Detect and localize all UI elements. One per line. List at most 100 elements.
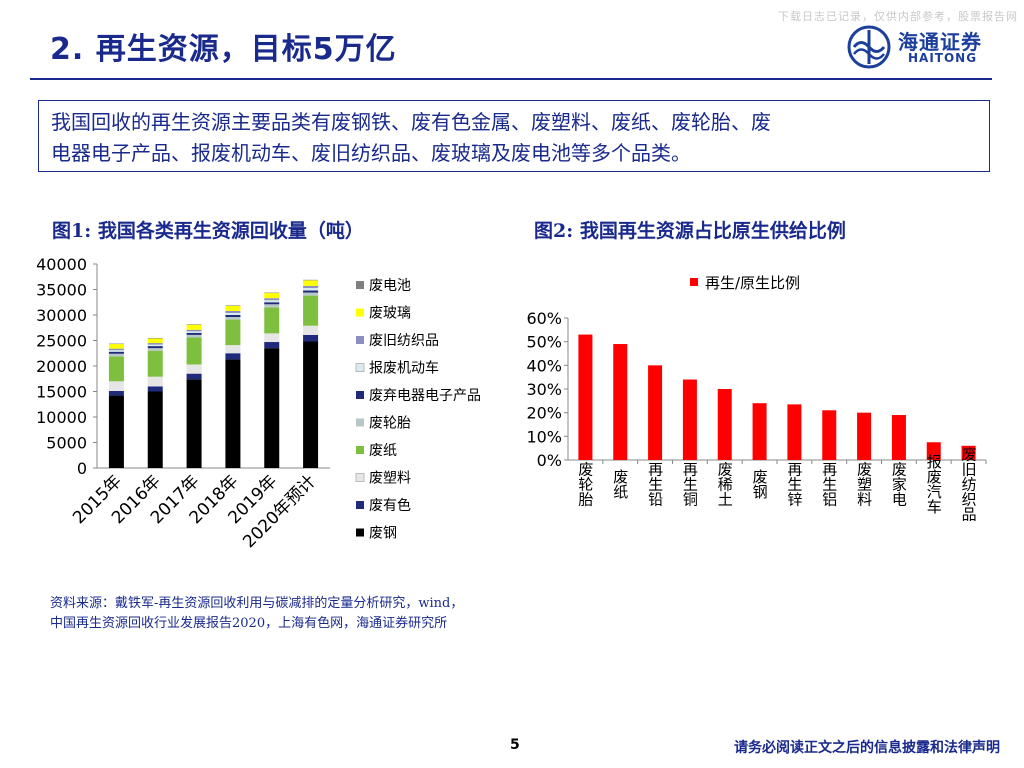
summary-line-2: 电器电子产品、报废机动车、废旧纺织品、废玻璃及废电池等多个品类。 <box>51 141 691 165</box>
source-line-2: 中国再生资源回收行业发展报告2020，上海有色网，海通证券研究所 <box>50 616 448 631</box>
chart1-bar-segment-废弃电器电子产品 <box>108 351 124 354</box>
chart1-bar-segment-废轮胎 <box>108 353 124 357</box>
chart1-bar-segment-废玻璃 <box>303 280 319 286</box>
chart1-bar-segment-废钢 <box>108 395 124 468</box>
chart1-legend-label: 废轮胎 <box>369 416 411 432</box>
chart2-y-tick-label: 10% <box>526 427 562 446</box>
chart2-legend-label: 再生/原生比例 <box>705 274 800 292</box>
stacked-bar-chart-recycling-volume: 0 5000 10000 15000 20000 25000 30000 35000 40000… <box>36 255 481 552</box>
chart1-bar-segment-废弃电器电子产品 <box>264 302 280 305</box>
chart2-y-tick-label: 20% <box>526 404 562 423</box>
chart1-y-tick-label: 15000 <box>36 383 87 402</box>
chart2-x-tick-label: 再生铜 <box>681 462 699 508</box>
chart1-bar-segment-废玻璃 <box>264 293 280 299</box>
chart1-bar-segment-废玻璃 <box>108 344 124 349</box>
chart1-bar-segment-报废机动车 <box>186 331 202 333</box>
chart1-y-tick-label: 25000 <box>36 332 87 351</box>
chart1-bar-segment-废塑料 <box>303 325 319 335</box>
chart2-y-tick-label: 30% <box>526 380 562 399</box>
chart2-bar <box>857 412 872 460</box>
chart1-bar-segment-废钢 <box>147 391 163 468</box>
chart1-bar-segment-废玻璃 <box>186 324 202 330</box>
chart1-bar-segment-报废机动车 <box>264 300 280 303</box>
chart1-y-tick-label: 40000 <box>36 255 87 274</box>
chart2-x-tick-label: 再生铅 <box>646 462 664 507</box>
chart1-bar-segment-废旧纺织品 <box>147 343 163 345</box>
summary-box: 我国回收的再生资源主要品类有废钢铁、废有色金属、废塑料、废纸、废轮胎、废 电器电… <box>38 100 990 172</box>
source-line-1: 资料来源：戴铁军-再生资源回收利用与碳减排的定量分析研究，wind， <box>50 596 464 611</box>
chart2-y-tick-label: 0% <box>537 451 562 470</box>
source-note: 资料来源：戴铁军-再生资源回收利用与碳减排的定量分析研究，wind， 中国再生资… <box>50 594 463 634</box>
chart2-x-tick-label: 再生锌 <box>785 462 803 507</box>
chart1-bar-segment-废轮胎 <box>303 292 319 296</box>
chart1-bar-segment-废电池 <box>108 343 124 345</box>
chart1-legend-label: 废纸 <box>369 443 397 459</box>
logo-chinese-name: 海通证券 <box>898 30 982 54</box>
chart1-legend-swatch <box>356 418 364 427</box>
chart1-bar-segment-废有色 <box>147 386 163 392</box>
chart1-legend-label: 废塑料 <box>369 471 411 487</box>
chart1-legend-swatch <box>356 446 364 454</box>
chart1-bar-segment-废纸 <box>303 295 319 326</box>
chart1-bar-segment-废钢 <box>225 359 241 468</box>
chart1-bar-segment-废塑料 <box>108 381 124 391</box>
chart1-bar-segment-废弃电器电子产品 <box>186 332 202 335</box>
page-title: 2. 再生资源，目标5万亿 <box>50 32 397 67</box>
chart1-bar-segment-废弃电器电子产品 <box>303 290 319 293</box>
chart2-bar <box>613 344 628 460</box>
chart1-bar-segment-报废机动车 <box>147 344 163 347</box>
chart1-legend-swatch <box>355 473 365 482</box>
chart1-bar-segment-废有色 <box>108 390 124 396</box>
chart1-bar-segment-废塑料 <box>225 345 241 354</box>
chart2-x-tick-label: 废钢 <box>751 469 769 500</box>
summary-line-1: 我国回收的再生资源主要品类有废钢铁、废有色金属、废塑料、废纸、废轮胎、废 <box>51 110 771 134</box>
chart1-legend-label: 废有色 <box>369 497 411 514</box>
chart1-bar-segment-废轮胎 <box>147 348 163 351</box>
chart1-y-tick-label: 35000 <box>36 281 87 300</box>
chart1-y-tick-label: 10000 <box>36 408 87 427</box>
chart1-bar-segment-废纸 <box>225 319 241 346</box>
chart2-bar <box>752 403 767 460</box>
chart1-legend-swatch <box>355 363 365 372</box>
chart1-y-tick-label: 30000 <box>36 306 87 325</box>
chart1-bar-segment-废轮胎 <box>225 317 241 320</box>
chart1-bar-segment-废玻璃 <box>225 305 241 311</box>
chart1-bar-segment-废旧纺织品 <box>186 329 202 332</box>
chart1-legend-swatch <box>356 336 364 344</box>
chart1-bar-segment-废电池 <box>225 305 241 306</box>
chart2-x-tick-label: 废旧纺织品 <box>960 447 978 522</box>
chart1-legend-label: 废电池 <box>369 278 411 294</box>
chart1-bar-segment-废轮胎 <box>264 304 280 308</box>
haitong-logo: 海通证券 HAITONG <box>846 24 996 70</box>
chart1-legend-swatch <box>356 501 364 509</box>
figure-1-title: 图1: 我国各类再生资源回收量（吨） <box>52 220 364 242</box>
chart2-bar <box>682 379 697 460</box>
chart1-bar-segment-废旧纺织品 <box>264 298 280 301</box>
chart2-x-tick-label: 废轮胎 <box>576 462 594 508</box>
chart2-x-tick-label: 废塑料 <box>855 462 873 507</box>
chart2-y-tick-label: 60% <box>526 309 562 328</box>
chart2-bar <box>578 334 593 460</box>
chart1-bar-segment-废旧纺织品 <box>303 285 319 288</box>
header-divider <box>30 78 992 80</box>
chart1-legend-swatch <box>356 308 364 317</box>
chart1-bar-segment-废弃电器电子产品 <box>147 346 163 349</box>
page-number: 5 <box>510 737 520 753</box>
chart1-y-tick-label: 20000 <box>36 357 87 376</box>
chart1-bar-segment-废纸 <box>108 356 124 382</box>
chart2-y-tick-label: 40% <box>526 356 562 375</box>
chart1-bar-segment-废有色 <box>303 334 319 342</box>
chart1-bar-segment-报废机动车 <box>108 350 124 352</box>
chart1-bar-segment-废塑料 <box>147 376 163 387</box>
chart1-bar-segment-废钢 <box>264 348 280 468</box>
chart1-bar-segment-废有色 <box>225 353 241 360</box>
chart1-bar-segment-废旧纺织品 <box>225 310 241 313</box>
chart1-bar-segment-废有色 <box>186 373 202 380</box>
chart1-bar-segment-报废机动车 <box>225 312 241 315</box>
chart2-y-tick-label: 50% <box>526 333 562 352</box>
legal-disclaimer-link[interactable]: 请务必阅读正文之后的信息披露和法律声明 <box>734 740 1000 756</box>
chart1-legend-label: 废旧纺织品 <box>369 333 439 349</box>
chart2-x-tick-label: 废家电 <box>890 462 908 507</box>
chart1-y-tick-label: 0 <box>77 459 87 478</box>
chart1-bar-segment-废电池 <box>303 279 319 281</box>
